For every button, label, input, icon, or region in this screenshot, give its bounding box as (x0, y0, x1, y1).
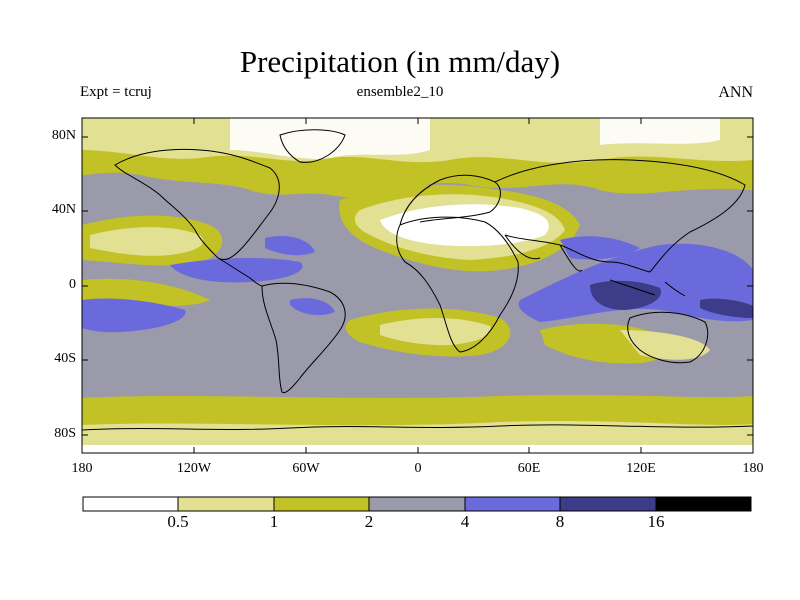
lat-label-80s: 80S (54, 426, 76, 441)
lat-label-80n: 80N (51, 128, 76, 143)
lat-label-0: 0 (69, 277, 76, 292)
colorbar-box-3 (273, 496, 370, 512)
period-label: ANN (718, 84, 753, 101)
lon-label-60e: 60E (517, 461, 541, 476)
colorbar-box-5 (464, 496, 561, 512)
lon-label-180w: 180 (71, 461, 93, 476)
colorbar-label-0-5: 0.5 (167, 512, 189, 531)
axis-ticks (82, 118, 753, 453)
colorbar-label-1: 1 (269, 512, 279, 531)
colorbar-box-6 (559, 496, 657, 512)
ensemble-label: ensemble2_10 (356, 84, 444, 100)
lon-label-120w: 120W (176, 461, 212, 476)
colorbar-box-4 (368, 496, 466, 512)
colorbar-label-4: 4 (460, 512, 470, 531)
lon-label-120e: 120E (626, 461, 656, 476)
lon-label-180e: 180 (742, 461, 764, 476)
colorbar-box-2 (177, 496, 275, 512)
colorbar-label-16: 16 (647, 512, 665, 531)
experiment-label: Expt = tcruj (80, 84, 152, 100)
lat-label-40n: 40N (51, 202, 76, 217)
lon-label-60w: 60W (292, 461, 320, 476)
lon-label-0: 0 (414, 461, 422, 476)
colorbar (82, 496, 752, 512)
colorbar-box-7 (655, 496, 752, 512)
precipitation-field (82, 118, 753, 453)
lat-label-40s: 40S (54, 351, 76, 366)
coastlines (82, 129, 753, 431)
map-title: Precipitation (in mm/day) (239, 44, 561, 79)
colorbar-label-2: 2 (364, 512, 374, 531)
colorbar-box-1 (82, 496, 179, 512)
colorbar-label-8: 8 (555, 512, 565, 531)
